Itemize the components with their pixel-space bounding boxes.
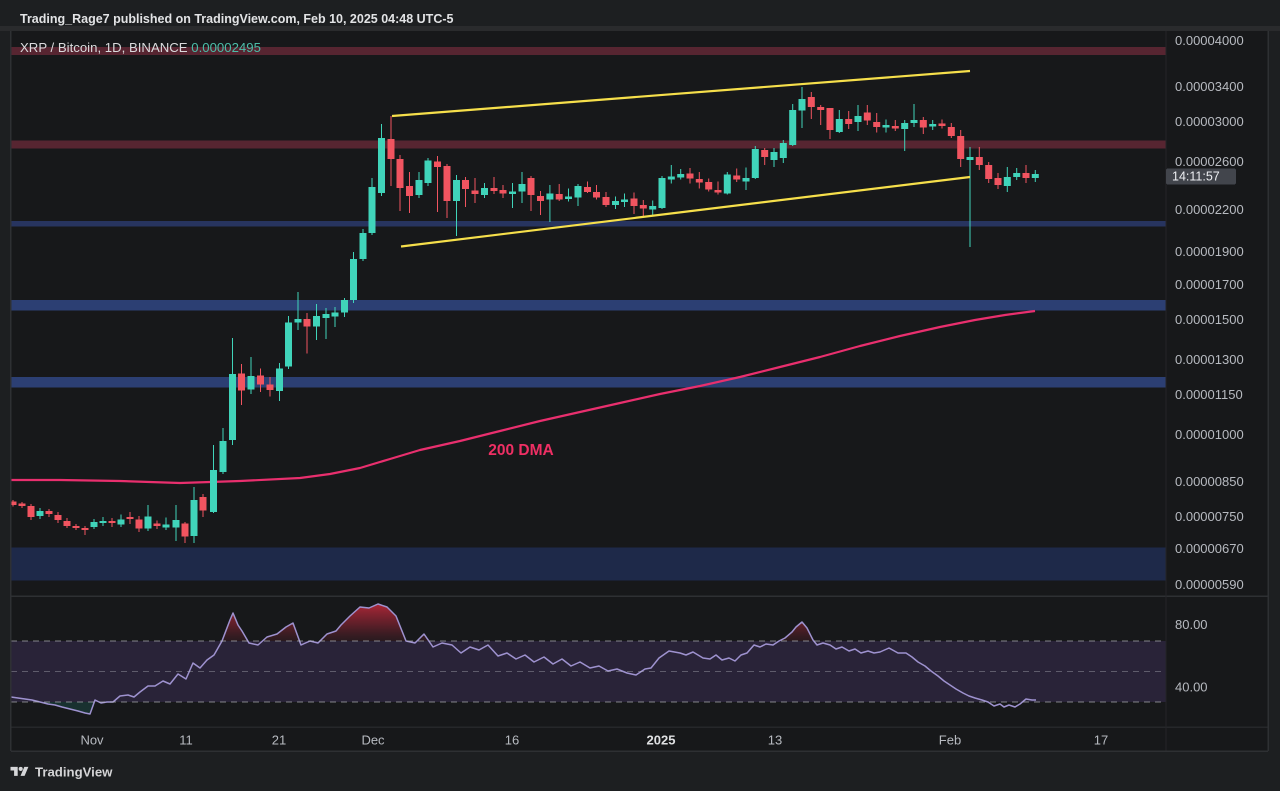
svg-text:200 DMA: 200 DMA [488,442,553,459]
svg-text:14:11:57: 14:11:57 [1172,170,1220,184]
svg-text:Nov: Nov [80,733,104,748]
svg-text:80.00: 80.00 [1175,617,1208,632]
svg-text:11: 11 [179,733,193,748]
svg-text:Trading_Rage7 published on Tra: Trading_Rage7 published on TradingView.c… [20,12,454,26]
svg-text:0.00000670: 0.00000670 [1175,541,1244,556]
svg-text:Dec: Dec [361,733,385,748]
svg-text:17: 17 [1094,733,1108,748]
svg-text:0.00004000: 0.00004000 [1175,33,1244,48]
svg-text:0.00003400: 0.00003400 [1175,79,1244,94]
svg-text:21: 21 [272,733,286,748]
svg-text:0.00001700: 0.00001700 [1175,277,1244,292]
svg-text:0.00001500: 0.00001500 [1175,312,1244,327]
svg-text:0.00002200: 0.00002200 [1175,202,1244,217]
svg-text:XRP / Bitcoin, 1D, BINANCE 0.0: XRP / Bitcoin, 1D, BINANCE 0.00002495 [20,40,261,55]
svg-text:0.00000590: 0.00000590 [1175,577,1244,592]
svg-text:0.00001150: 0.00001150 [1175,387,1243,402]
svg-text:13: 13 [768,733,782,748]
svg-text:0.00000850: 0.00000850 [1175,474,1244,489]
svg-text:0.00000750: 0.00000750 [1175,509,1244,524]
svg-text:16: 16 [505,733,519,748]
svg-text:0.00002600: 0.00002600 [1175,154,1244,169]
svg-text:0.00003000: 0.00003000 [1175,114,1244,129]
svg-text:Feb: Feb [939,733,961,748]
svg-text:0.00001300: 0.00001300 [1175,352,1244,367]
svg-text:TradingView: TradingView [35,764,113,779]
svg-text:0.00001900: 0.00001900 [1175,244,1244,259]
svg-text:40.00: 40.00 [1175,680,1208,695]
svg-text:0.00001000: 0.00001000 [1175,427,1244,442]
svg-text:2025: 2025 [647,733,676,748]
